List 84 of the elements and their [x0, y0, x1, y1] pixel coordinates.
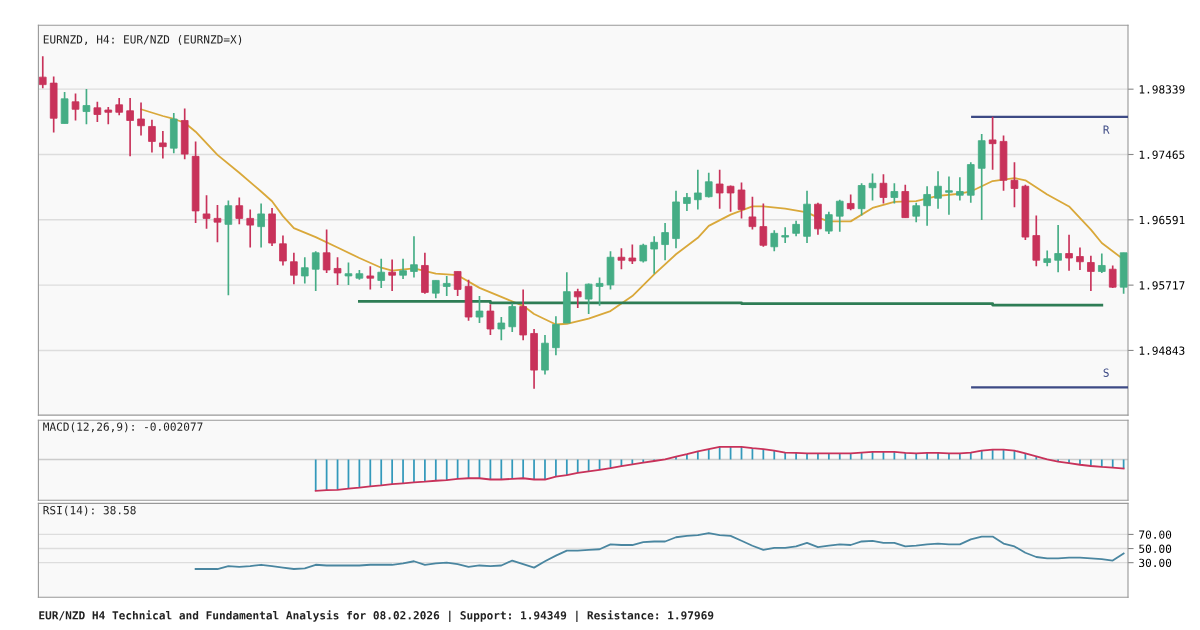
text: EURNZD, H4: EUR/NZD (EURNZD=X) [43, 35, 242, 46]
candlestick [311, 250, 320, 292]
candlestick [388, 258, 396, 292]
y-tick-label: 1.95717 [1139, 281, 1185, 290]
candlestick [737, 181, 746, 220]
candlestick [857, 182, 866, 217]
candlestick [71, 92, 80, 122]
candlestick [781, 226, 789, 244]
ref-line-label: S [1103, 368, 1109, 377]
candlestick [1054, 224, 1062, 274]
candlestick [322, 228, 331, 274]
y-tick-label: 1.96591 [1139, 215, 1185, 225]
candlestick [82, 88, 91, 126]
candlestick [879, 173, 888, 205]
candlestick [344, 261, 353, 286]
candlestick [890, 182, 899, 205]
candlestick [835, 198, 844, 233]
candlestick [224, 199, 233, 297]
candlestick [38, 55, 47, 90]
candlestick [235, 196, 244, 226]
y-tick-label: 30.00 [1139, 558, 1172, 568]
candlestick [148, 118, 156, 154]
candlestick [694, 168, 702, 211]
ref-line-label: R [1103, 125, 1110, 134]
line-series [194, 532, 1125, 570]
candlestick [333, 256, 342, 286]
candlestick [126, 97, 134, 158]
candlestick [1076, 246, 1084, 271]
candlestick [934, 170, 942, 210]
y-tick-label: 1.94843 [1139, 346, 1185, 355]
candlestick [945, 175, 953, 216]
candlestick [300, 256, 309, 285]
candlestick [1087, 254, 1095, 292]
candlestick [759, 202, 768, 248]
candlestick [573, 287, 582, 309]
candlestick [661, 222, 669, 262]
candlestick [584, 282, 593, 315]
candlestick [442, 275, 451, 297]
candlestick [923, 185, 931, 227]
candlestick [726, 184, 735, 213]
candlestick [137, 101, 145, 137]
text: EUR/NZD H4 Technical and Fundamental Analysis for 08.02.2026 | Support: 1.94349 | Resistance: 1.97969 [39, 610, 714, 622]
candlestick [770, 229, 779, 253]
candlestick [290, 251, 298, 285]
candlestick [1108, 264, 1117, 289]
candlestick [628, 243, 637, 265]
candlestick [868, 172, 877, 202]
candlestick [650, 235, 658, 275]
candlestick [617, 247, 626, 271]
candlestick [279, 234, 287, 267]
candlestick [715, 168, 724, 210]
y-tick-label: 50.00 [1139, 544, 1172, 553]
candlestick [246, 208, 255, 249]
candlestick [202, 194, 211, 230]
y-tick-label: 70.00 [1139, 530, 1172, 539]
candlestick [595, 276, 604, 307]
candlestick [748, 195, 757, 231]
candlestick [912, 201, 920, 223]
y-tick-label: 1.98339 [1139, 85, 1185, 94]
candlestick [475, 295, 484, 324]
candlestick [366, 265, 375, 291]
candlestick [93, 100, 102, 123]
candlestick [104, 106, 113, 126]
candlestick [257, 202, 265, 249]
candlestick [825, 210, 833, 235]
candlestick [486, 303, 495, 336]
candlestick [410, 235, 418, 279]
candlestick [552, 315, 560, 356]
chart-title: MACD(12,26,9): -0.002077 [43, 422, 203, 433]
y-tick-label: 1.97465 [1139, 150, 1185, 159]
candlestick [213, 204, 222, 244]
candlestick [1097, 252, 1106, 274]
candlestick [508, 302, 517, 333]
candlestick [1010, 161, 1019, 209]
candlestick [497, 316, 506, 342]
candlestick [159, 130, 167, 160]
candlestick [377, 257, 386, 289]
candlestick [988, 115, 997, 171]
chart-title: RSI(14): 38.58 [43, 505, 136, 516]
candlestick [956, 176, 964, 202]
candlestick [704, 171, 713, 199]
candlestick [399, 257, 407, 280]
candlestick [453, 270, 462, 297]
candlestick [1065, 233, 1073, 272]
